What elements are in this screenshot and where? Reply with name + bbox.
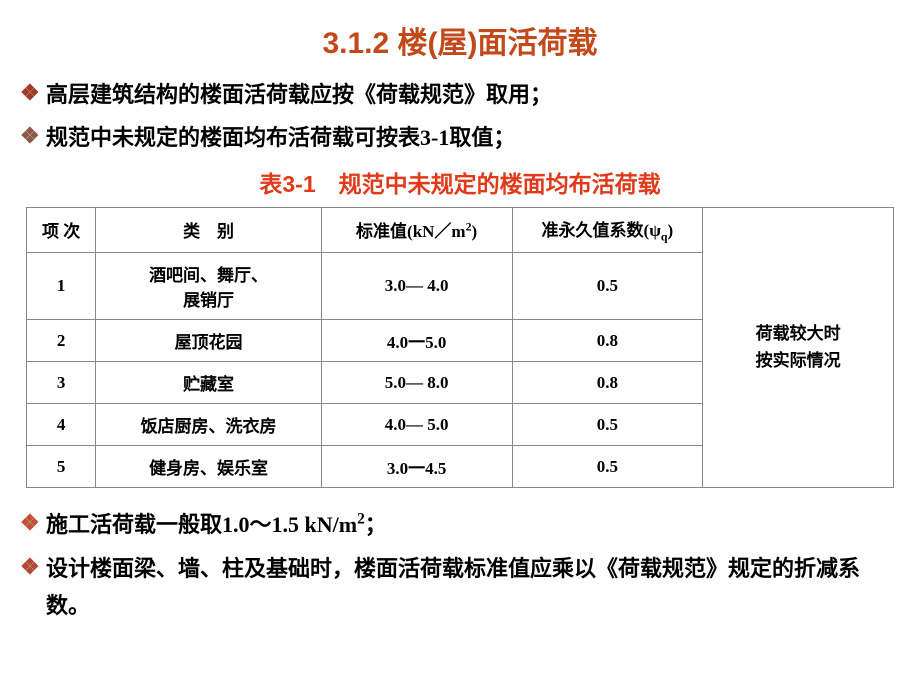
bottom-bullets: 施工活荷载一般取1.0～1.5 kN/m2； 设计楼面梁、墙、柱及基础时，楼面活… bbox=[20, 506, 900, 624]
cell-index: 3 bbox=[27, 362, 96, 404]
table-caption: 表3-1 规范中未规定的楼面均布活荷载 bbox=[20, 165, 900, 199]
col-header: 准永久值系数(ψq) bbox=[512, 207, 703, 252]
cell-std: 4.0— 5.0 bbox=[321, 404, 512, 446]
bullet-item: 设计楼面梁、墙、柱及基础时，楼面活荷载标准值应乘以《荷载规范》规定的折减系数。 bbox=[46, 550, 900, 625]
cell-psi: 0.8 bbox=[512, 320, 703, 362]
cell-index: 5 bbox=[27, 446, 96, 488]
bullet-item: 规范中未规定的楼面均布活荷载可按表3-1取值； bbox=[46, 119, 900, 156]
cell-category: 酒吧间、舞厅、展销厅 bbox=[96, 253, 321, 320]
cell-category: 健身房、娱乐室 bbox=[96, 446, 321, 488]
cell-category: 贮藏室 bbox=[96, 362, 321, 404]
cell-category: 屋顶花园 bbox=[96, 320, 321, 362]
cell-psi: 0.5 bbox=[512, 446, 703, 488]
cell-index: 2 bbox=[27, 320, 96, 362]
slide-page: 3.1.2 楼(屋)面活荷载 高层建筑结构的楼面活荷载应按《荷载规范》取用； 规… bbox=[0, 0, 920, 690]
col-header: 项 次 bbox=[27, 207, 96, 252]
cell-std: 3.0一4.5 bbox=[321, 446, 512, 488]
cell-psi: 0.5 bbox=[512, 404, 703, 446]
table-wrap: 项 次类 别标准值(kN／m2)准永久值系数(ψq)荷载较大时按实际情况 1酒吧间… bbox=[20, 207, 900, 488]
cell-category: 饭店厨房、洗衣房 bbox=[96, 404, 321, 446]
top-bullets: 高层建筑结构的楼面活荷载应按《荷载规范》取用； 规范中未规定的楼面均布活荷载可按… bbox=[20, 76, 900, 157]
cell-std: 3.0— 4.0 bbox=[321, 253, 512, 320]
cell-index: 4 bbox=[27, 404, 96, 446]
cell-psi: 0.8 bbox=[512, 362, 703, 404]
side-note: 荷载较大时按实际情况 bbox=[703, 207, 894, 487]
bullet-item: 施工活荷载一般取1.0～1.5 kN/m2； bbox=[46, 506, 900, 543]
page-title: 3.1.2 楼(屋)面活荷载 bbox=[20, 18, 900, 62]
cell-std: 5.0— 8.0 bbox=[321, 362, 512, 404]
col-header: 类 别 bbox=[96, 207, 321, 252]
cell-index: 1 bbox=[27, 253, 96, 320]
bullet-item: 高层建筑结构的楼面活荷载应按《荷载规范》取用； bbox=[46, 76, 900, 113]
cell-psi: 0.5 bbox=[512, 253, 703, 320]
col-header: 标准值(kN／m2) bbox=[321, 207, 512, 252]
load-table: 项 次类 别标准值(kN／m2)准永久值系数(ψq)荷载较大时按实际情况 1酒吧间… bbox=[26, 207, 894, 488]
cell-std: 4.0一5.0 bbox=[321, 320, 512, 362]
